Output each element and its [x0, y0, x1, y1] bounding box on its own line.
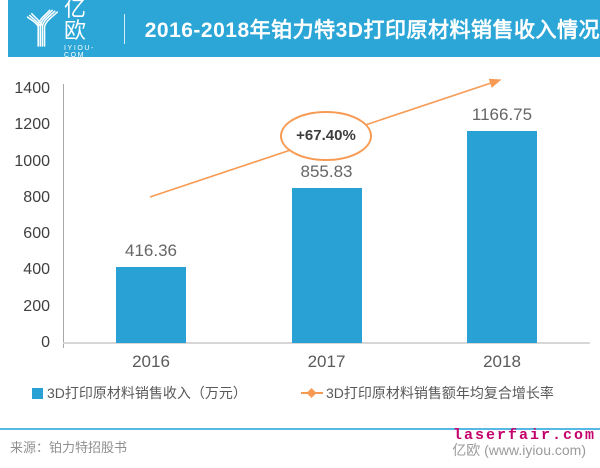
bar-value-label: 416.36: [125, 241, 177, 261]
x-axis-line: [63, 342, 590, 344]
header-divider: [123, 13, 125, 44]
bar-value-label: 1166.75: [471, 105, 533, 125]
y-axis-tick-label: 200: [23, 297, 50, 315]
y-axis-tick-label: 1400: [14, 80, 50, 97]
source-note: 来源：铂力特招股书: [10, 440, 128, 455]
legend-bar-label: 3D打印原材料销售收入（万元）: [47, 385, 247, 401]
page-title: 2016-2018年铂力特3D打印原材料销售收入情况: [144, 18, 600, 42]
x-axis-label-2016: 2016: [132, 352, 170, 371]
bar-2018: [467, 131, 537, 343]
legend-line-label: 3D打印原材料销售额年均复合增长率: [326, 385, 554, 401]
footer-divider: [0, 428, 600, 430]
logo-subtitle: IYIOU-COM: [64, 45, 95, 59]
growth-annotation-label: +67.40%: [296, 127, 356, 144]
y-axis-tick-label: 1200: [14, 116, 50, 134]
x-axis-label-2017: 2017: [307, 352, 346, 371]
laserfair-watermark: laserfair.com: [452, 427, 596, 444]
legend-item-line-series: 3D打印原材料销售额年均复合增长率: [301, 383, 554, 403]
y-axis-line: [63, 84, 64, 348]
logo-name: 亿欧: [64, 0, 89, 43]
x-axis-label-2018: 2018: [483, 352, 521, 371]
iyiou-logo-icon: [25, 8, 59, 50]
iyiou-logo: 亿欧 IYIOU-COM: [25, 0, 102, 59]
y-axis-tick-label: 1000: [14, 152, 50, 170]
y-axis-tick-label: 400: [23, 261, 50, 279]
bar-series-swatch-icon: [32, 387, 43, 399]
y-axis-tick-label: 0: [41, 334, 50, 351]
chart-legend: 3D打印原材料销售收入（万元） 3D打印原材料销售额年均复合增长率: [0, 383, 600, 401]
iyiou-site-credit: 亿欧 (www.iyiou.com): [452, 442, 586, 458]
bar-2017: [291, 187, 362, 343]
line-series-marker-icon: [301, 388, 323, 398]
y-axis-tick-label: 600: [23, 225, 50, 243]
legend-item-bar-series: 3D打印原材料销售收入（万元）: [32, 383, 247, 403]
header-banner: 亿欧 IYIOU-COM 2016-2018年铂力特3D打印原材料销售收入情况: [8, 0, 600, 59]
iyiou-logo-text: 亿欧 IYIOU-COM: [64, 0, 102, 59]
bar-2016: [116, 267, 186, 343]
y-axis-tick-label: 800: [23, 188, 50, 206]
bar-value-label: 855.83: [300, 161, 353, 181]
